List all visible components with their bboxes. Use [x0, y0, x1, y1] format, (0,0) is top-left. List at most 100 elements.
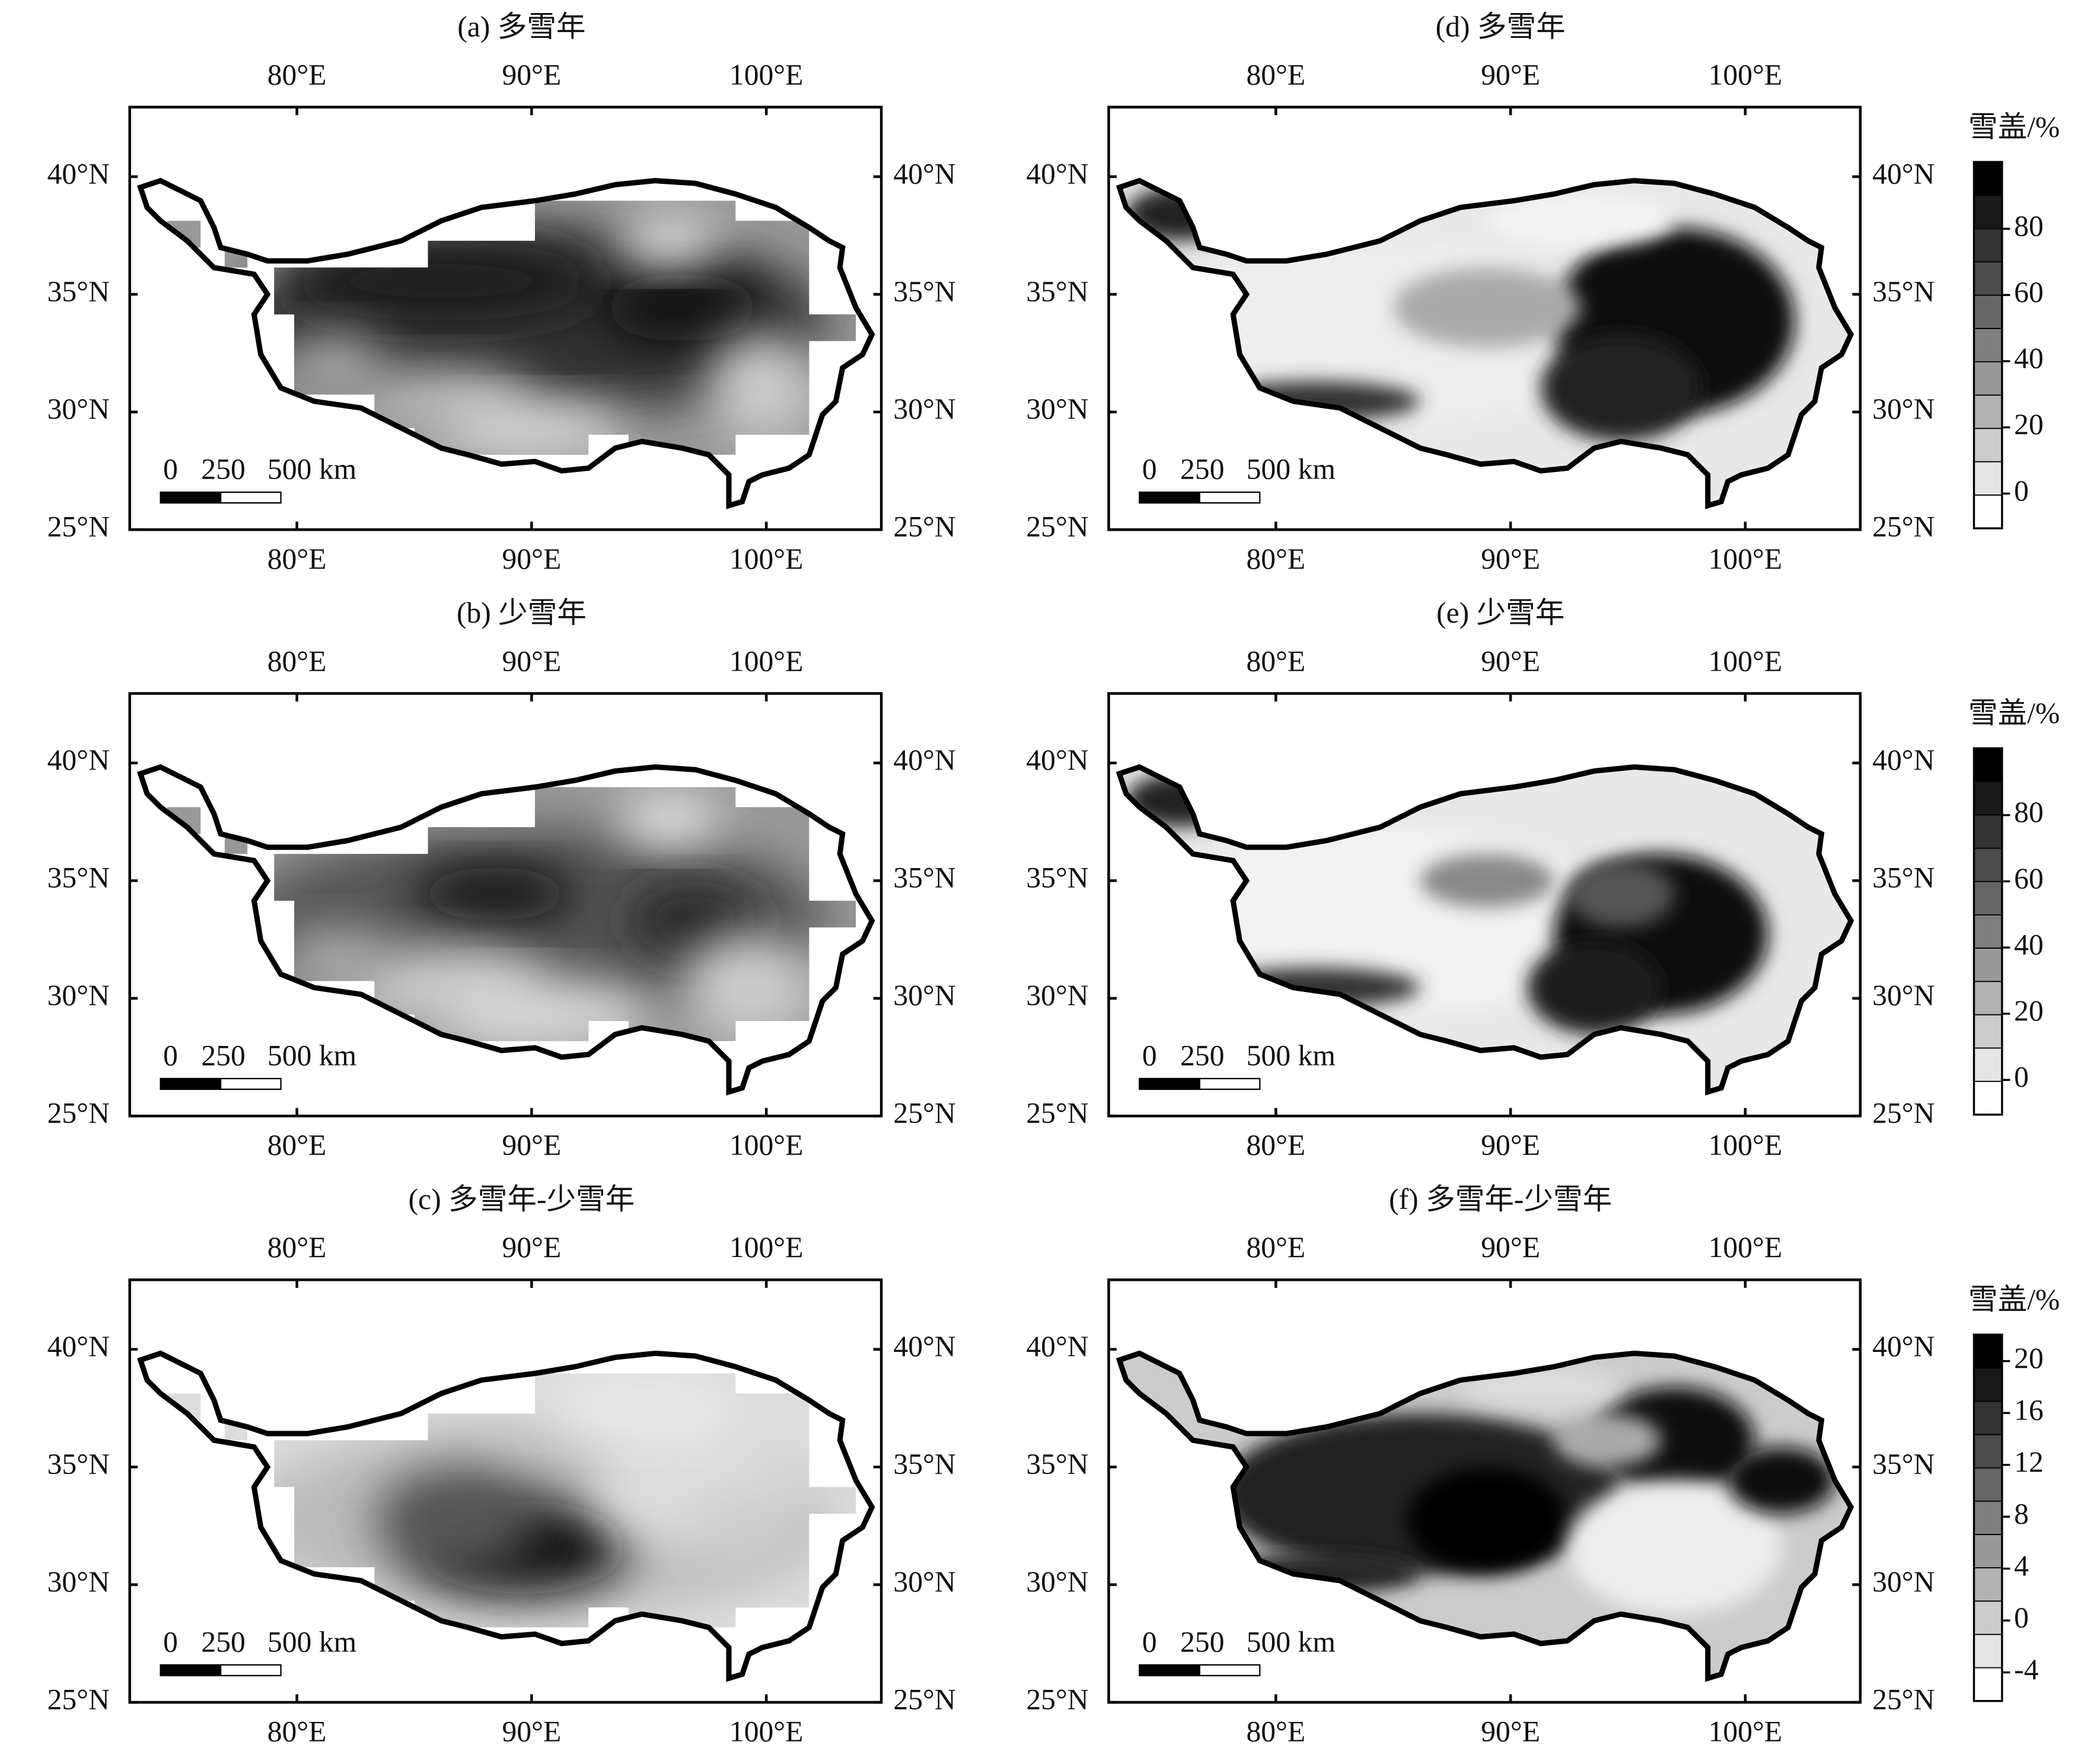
lat-label-left: 30°N — [1026, 393, 1088, 425]
colorbar-tick-label: 20 — [2014, 408, 2044, 441]
field-blob — [415, 867, 575, 921]
lon-label-top: 100°E — [1709, 1231, 1783, 1264]
colorbar-level — [1973, 461, 2003, 496]
lat-label-left: 30°N — [47, 1565, 110, 1598]
plot-frame — [1107, 106, 1862, 531]
field-blob — [548, 1386, 736, 1441]
lat-label-left: 30°N — [1026, 979, 1088, 1012]
lat-label-left: 40°N — [1026, 157, 1088, 190]
lat-label-right: 25°N — [1872, 1097, 1935, 1130]
map-panel: (f) 多雪年-少雪年 80°E 80°E 90°E 90°E 100°E 100°E 25°… — [1026, 1183, 2060, 1748]
field-blob — [1594, 1386, 1755, 1494]
field-blob — [1567, 860, 1675, 928]
lon-label-bottom: 100°E — [729, 1129, 804, 1162]
lat-label-right: 35°N — [1872, 862, 1935, 894]
plot-frame — [1107, 1278, 1862, 1704]
colorbar-level — [1973, 1367, 2003, 1402]
lon-label-top: 80°E — [267, 58, 327, 91]
colorbar-level — [1973, 394, 2003, 429]
colorbar-level — [1973, 228, 2003, 263]
colorbar-level — [1973, 361, 2003, 396]
colorbar-level — [1973, 294, 2003, 329]
map-panel: (d) 多雪年 80°E 80°E 90°E 90°E 100°E 100°E 25°N 25°… — [1026, 10, 2060, 575]
scale-label: 500 km — [1247, 453, 1336, 486]
lon-label-top: 90°E — [1481, 645, 1540, 677]
scale-label: 0 — [163, 1625, 178, 1658]
lon-label-bottom: 90°E — [502, 543, 562, 575]
colorbar-tick-label: 0 — [2014, 1061, 2029, 1093]
lon-label-bottom: 90°E — [1481, 543, 1540, 575]
colorbar-level — [1973, 428, 2003, 462]
lat-label-left: 35°N — [1026, 275, 1088, 308]
scale-bar-white — [1199, 1664, 1261, 1677]
lat-label-right: 25°N — [893, 1097, 955, 1130]
field-blob — [1554, 1413, 1661, 1468]
scale-label: 0 — [1142, 453, 1157, 486]
lon-label-bottom: 90°E — [502, 1129, 562, 1162]
lat-label-left: 35°N — [47, 1447, 110, 1480]
colorbar-level — [1973, 194, 2003, 229]
lon-label-top: 100°E — [729, 1231, 804, 1264]
lat-label-left: 25°N — [1026, 511, 1088, 543]
scale-label: 500 km — [1247, 1625, 1336, 1658]
lon-label-bottom: 80°E — [267, 543, 327, 575]
colorbar-level — [1973, 881, 2003, 916]
colorbar-label: 雪盖/% — [1968, 697, 2060, 729]
lon-label-top: 90°E — [502, 645, 562, 677]
colorbar-level — [1973, 1467, 2003, 1502]
field-blob — [1460, 1366, 1621, 1407]
colorbar-tick-label: 60 — [2014, 276, 2044, 308]
scale-bar-white — [1199, 492, 1261, 504]
field-blob — [1487, 194, 1675, 248]
lat-label-right: 25°N — [1872, 1683, 1935, 1715]
snow-field — [1119, 1353, 1851, 1679]
lat-label-right: 25°N — [893, 1683, 955, 1715]
snow-field — [167, 200, 856, 455]
colorbar-frame — [1972, 747, 2003, 1116]
colorbar-level — [1973, 847, 2003, 882]
colorbar-level — [1973, 914, 2003, 949]
colorbar-tick-label: 80 — [2014, 796, 2044, 828]
lat-label-right: 40°N — [893, 744, 955, 776]
field-clip — [167, 200, 856, 455]
colorbar-level — [1973, 1634, 2003, 1669]
lat-label-left: 25°N — [47, 1683, 110, 1715]
lat-label-right: 35°N — [1872, 1447, 1935, 1480]
field-blob — [1126, 773, 1234, 828]
lon-label-top: 80°E — [1246, 58, 1305, 91]
scale-bar-white — [219, 492, 282, 504]
scale-label: 0 — [163, 453, 178, 486]
lon-label-bottom: 100°E — [729, 1715, 804, 1748]
lat-label-left: 30°N — [47, 393, 110, 425]
colorbar-level — [1973, 161, 2003, 196]
colorbar-level — [1973, 494, 2003, 529]
panel-title: (b) 少雪年 — [457, 596, 587, 629]
field-blob — [281, 241, 602, 321]
map-panel: (e) 少雪年 80°E 80°E 90°E 90°E 100°E 100°E 25°N 25°… — [1026, 596, 2060, 1162]
colorbar-label: 雪盖/% — [1968, 1283, 2060, 1316]
field-blob — [441, 401, 629, 455]
colorbar-frame — [1972, 1334, 2003, 1702]
lat-label-right: 35°N — [893, 275, 955, 308]
lat-label-left: 40°N — [1026, 744, 1088, 776]
scale-label: 250 — [201, 1625, 245, 1658]
lat-label-left: 25°N — [47, 1097, 110, 1130]
lat-label-right: 30°N — [1872, 979, 1935, 1012]
lon-label-bottom: 90°E — [502, 1715, 562, 1748]
scale-bar-black — [160, 1664, 222, 1677]
scale-label: 250 — [1180, 453, 1224, 486]
lon-label-bottom: 100°E — [1709, 543, 1783, 575]
colorbar-level — [1973, 981, 2003, 1016]
field-blob — [1540, 334, 1701, 442]
lon-label-bottom: 90°E — [1481, 1715, 1540, 1748]
colorbar-level — [1973, 1334, 2003, 1369]
colorbar-tick-label: -4 — [2014, 1653, 2039, 1686]
field-blob — [709, 334, 816, 442]
field-blob — [1567, 1480, 1782, 1615]
colorbar-level — [1973, 1401, 2003, 1436]
lat-label-right: 40°N — [1872, 157, 1935, 190]
plot-frame — [1107, 692, 1862, 1118]
lon-label-bottom: 80°E — [1246, 543, 1305, 575]
lat-label-right: 30°N — [893, 1565, 955, 1598]
